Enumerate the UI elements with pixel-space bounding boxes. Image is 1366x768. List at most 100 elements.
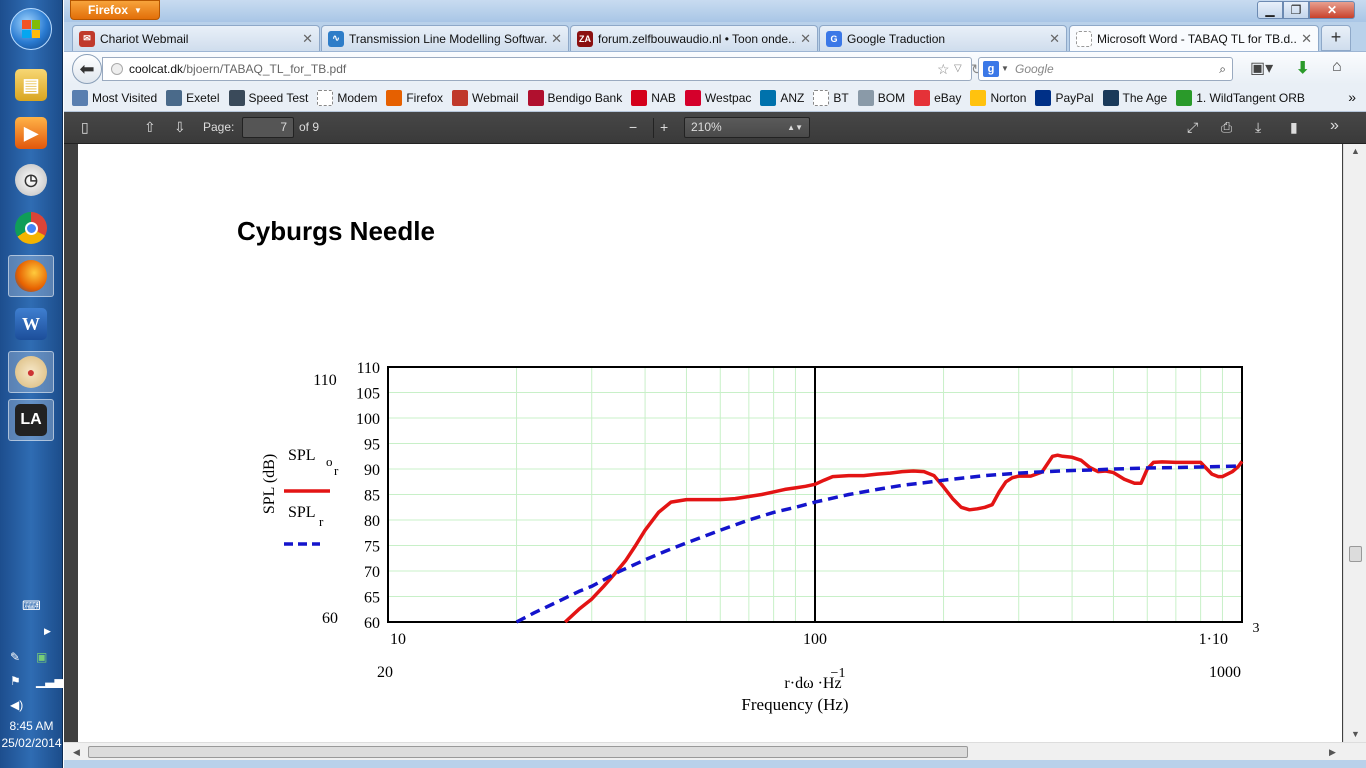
zoom-in-icon[interactable]: + — [660, 119, 669, 135]
close-tab-icon[interactable]: ✕ — [1049, 30, 1060, 46]
legend-subsub-r: r — [334, 463, 339, 478]
tab-tabaq-pdf[interactable]: Microsoft Word - TABAQ TL for TB.d... ✕ — [1069, 25, 1319, 51]
close-tab-icon[interactable]: ✕ — [800, 30, 811, 46]
bookmark-anz[interactable]: ANZ — [760, 89, 804, 106]
bookmark-firefox[interactable]: Firefox — [386, 89, 443, 106]
bookmark-favicon-icon — [386, 89, 403, 106]
close-tab-icon[interactable]: ✕ — [1301, 30, 1312, 46]
taskbar-la-app[interactable]: LA — [8, 399, 54, 441]
page-number-input[interactable]: 7 — [242, 117, 294, 138]
network-icon[interactable]: ▁▃▅ — [36, 674, 64, 688]
bookmark-paypal[interactable]: PayPal — [1035, 89, 1094, 106]
zoom-select[interactable]: 210% ▲▼ — [684, 117, 810, 138]
site-identity-icon[interactable] — [111, 63, 123, 75]
action-center-flag-icon[interactable]: ⚑ — [10, 674, 21, 688]
horizontal-scrollbar[interactable]: ◀ ▶ — [64, 742, 1366, 760]
close-window-button[interactable]: ✕ — [1309, 1, 1355, 19]
scroll-down-icon[interactable]: ▼ — [1351, 729, 1360, 739]
scroll-up-icon[interactable]: ▲ — [1351, 146, 1360, 156]
chrome-icon — [15, 212, 47, 244]
sidebar-toggle-icon[interactable]: ▯ — [81, 119, 89, 135]
bookmark-norton[interactable]: Norton — [970, 89, 1026, 106]
tab-google-traduction[interactable]: G Google Traduction ✕ — [819, 25, 1067, 51]
maximize-button[interactable]: ❐ — [1283, 1, 1309, 19]
bookmark-bt[interactable]: BT — [813, 89, 849, 106]
download-icon[interactable]: ⤓ — [1255, 119, 1262, 135]
bookmark-westpac[interactable]: Westpac — [684, 89, 751, 106]
bookmark-bendigo-bank[interactable]: Bendigo Bank — [527, 89, 622, 106]
downloads-icon[interactable]: ⬇ — [1296, 60, 1310, 77]
close-tab-icon[interactable]: ✕ — [302, 30, 313, 46]
translate-favicon-icon: G — [826, 30, 842, 47]
taskbar-word[interactable]: W — [8, 303, 54, 345]
taskbar-firefox[interactable] — [8, 255, 54, 297]
system-clock[interactable]: 8:45 AM 25/02/2014 — [0, 718, 63, 752]
pin-icon[interactable]: ✎ — [10, 650, 21, 664]
search-input[interactable]: g ▼ Google ⌕ — [978, 57, 1233, 81]
bookmark-label: 1. WildTangent ORB — [1196, 90, 1305, 105]
vertical-scroll-thumb[interactable] — [1349, 546, 1362, 562]
google-engine-icon[interactable]: g — [983, 61, 999, 77]
tab-transmission-line[interactable]: ∿ Transmission Line Modelling Softwar...… — [321, 25, 569, 51]
tab-title: Chariot Webmail — [100, 31, 189, 46]
bookmark-ebay[interactable]: eBay — [914, 89, 961, 106]
show-hidden-icons-arrow[interactable]: ▶ — [44, 626, 51, 636]
print-icon[interactable]: ⎙ — [1221, 119, 1233, 135]
history-dropdown-icon[interactable]: ▽ — [954, 63, 962, 74]
volume-icon[interactable]: ◀) — [10, 698, 24, 712]
bookmark-webmail[interactable]: Webmail — [452, 89, 519, 106]
word-icon: W — [15, 308, 47, 340]
horizontal-scroll-thumb[interactable] — [88, 746, 968, 758]
bookmarks-overflow-icon[interactable]: » — [1348, 89, 1356, 105]
bookmark-nab[interactable]: NAB — [631, 89, 676, 106]
engine-dropdown-icon[interactable]: ▼ — [1001, 64, 1009, 73]
zoom-out-icon[interactable]: − — [629, 119, 638, 135]
back-button[interactable]: ⬅ — [72, 54, 102, 84]
taskbar-paint[interactable]: ● — [8, 351, 54, 393]
new-tab-button[interactable]: + — [1321, 25, 1351, 51]
home-icon[interactable]: ⌂ — [1332, 58, 1342, 75]
tab-title: Google Traduction — [847, 31, 946, 46]
search-placeholder: Google — [1015, 62, 1054, 76]
keyboard-icon[interactable]: ⌨ — [22, 598, 41, 613]
fullscreen-icon[interactable]: ⤢ — [1187, 119, 1199, 135]
close-tab-icon[interactable]: ✕ — [551, 30, 562, 46]
start-button[interactable] — [10, 8, 52, 50]
search-icon[interactable]: ⌕ — [1219, 62, 1226, 76]
minimize-button[interactable]: ▁ — [1257, 1, 1283, 19]
bookmark-label: Exetel — [186, 90, 220, 105]
bookmark-exetel[interactable]: Exetel — [166, 89, 220, 106]
bookmarks-menu-icon[interactable]: ▣▾ — [1250, 60, 1274, 77]
scroll-right-icon[interactable]: ▶ — [1329, 747, 1336, 757]
scroll-left-icon[interactable]: ◀ — [73, 747, 80, 757]
tools-menu-icon[interactable]: » — [1330, 117, 1339, 134]
taskbar-media-player[interactable]: ▶ — [8, 112, 54, 154]
taskbar-chrome[interactable] — [8, 207, 54, 249]
bookmark-the-age[interactable]: The Age — [1102, 89, 1167, 106]
bookmark-bom[interactable]: BOM — [857, 89, 905, 106]
bookmark-modem[interactable]: Modem — [317, 89, 377, 106]
bookmark-speed-test[interactable]: Speed Test — [228, 89, 308, 106]
next-page-icon[interactable]: ⇩ — [174, 119, 186, 135]
spl-chart: 60 65 70 75 80 85 90 95 100 105 110 10 100 1·10 3 110 60… — [261, 360, 1260, 714]
za-favicon-icon: ZA — [577, 30, 593, 47]
tab-zelfbouwaudio[interactable]: ZA forum.zelfbouwaudio.nl • Toon onde...… — [570, 25, 818, 51]
bookmark-star-icon[interactable]: ☆ — [937, 61, 950, 77]
previous-page-icon[interactable]: ⇧ — [144, 119, 156, 135]
bookmark-most-visited[interactable]: Most Visited — [72, 89, 157, 106]
taskbar-clock-app[interactable]: ◷ — [8, 159, 54, 201]
url-bar[interactable]: coolcat.dk/bjoern/TABAQ_TL_for_TB.pdf ☆ … — [102, 57, 983, 81]
bookmark-1-wildtangent-orb[interactable]: 1. WildTangent ORB — [1176, 89, 1305, 106]
bookmark-favicon-icon — [228, 89, 245, 106]
vertical-scrollbar[interactable]: ▲ ▼ — [1343, 144, 1366, 742]
clock-time: 8:45 AM — [9, 719, 54, 733]
taskbar-explorer[interactable]: ▤ — [8, 64, 54, 106]
reload-icon[interactable]: ↻ — [971, 61, 983, 77]
navigation-bar: ⬅ coolcat.dk/bjoern/TABAQ_TL_for_TB.pdf … — [64, 51, 1366, 84]
bookmark-icon[interactable]: ▮ — [1290, 119, 1298, 135]
firefox-menu-button[interactable]: Firefox ▼ — [70, 0, 160, 20]
security-icon[interactable]: ▣ — [36, 650, 48, 664]
tab-chariot-webmail[interactable]: ✉ Chariot Webmail ✕ — [72, 25, 320, 51]
window-bottom-border — [64, 760, 1366, 768]
page-label: Page: — [203, 120, 235, 134]
